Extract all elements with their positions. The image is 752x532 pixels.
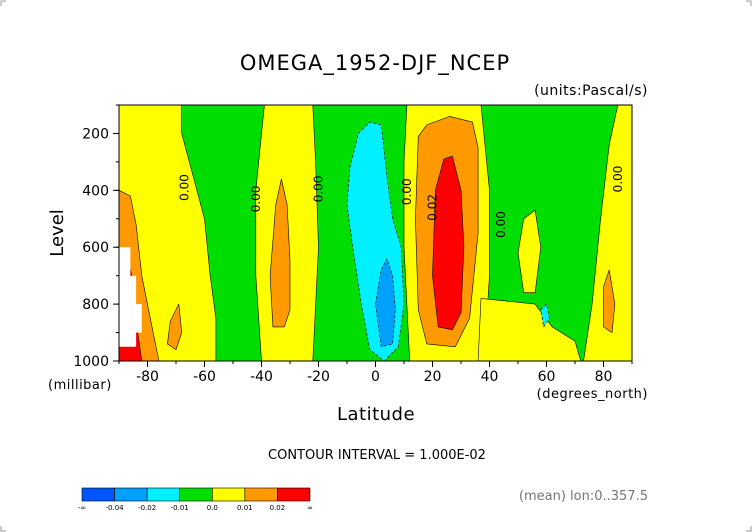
contour-label-1: 0.00 [249, 186, 263, 213]
contour-region-12 [432, 155, 465, 331]
units-label: (units:Pascal/s) [534, 83, 648, 99]
contour-fill-regions [118, 104, 633, 362]
contour-region-7 [167, 303, 182, 350]
contour-region-14 [540, 303, 550, 328]
x-tick-label-4: 0 [371, 369, 380, 385]
colorbar-swatch-2 [146, 487, 181, 502]
colorbar-swatch-4 [211, 487, 246, 502]
colorbar-label-6: 0.02 [270, 504, 286, 512]
x-axis-label: Latitude [337, 404, 415, 425]
y-tick-label-4: 1000 [73, 354, 109, 370]
colorbar-label-1: -0.04 [106, 504, 125, 512]
colorbar: -∞ -0.04 -0.02 -0.01 0.0 0.01 0.02 ∞ [78, 487, 313, 512]
x-tick-label-6: 40 [481, 369, 499, 385]
x-tick-label-7: 60 [538, 369, 556, 385]
y-axis-label: Level [47, 209, 68, 257]
x-tick-label-1: -60 [193, 369, 216, 385]
contour-label-4: 0.02 [426, 194, 440, 221]
contour-label-2: 0.00 [312, 176, 326, 203]
colorbar-label-3: -0.01 [171, 504, 189, 512]
contour-region-10 [603, 269, 616, 333]
x-unit-label: (degrees_north) [537, 387, 648, 402]
contour-label-layer: 0.00 0.00 0.00 0.00 0.02 0.00 0.00 [178, 166, 625, 238]
colorbar-label-0: -∞ [78, 504, 86, 512]
x-tick-label-3: -20 [307, 369, 330, 385]
contour-label-5: 0.00 [494, 211, 508, 238]
y-tick-label-0: 200 [82, 126, 109, 142]
x-tick-label-0: -80 [136, 369, 159, 385]
y-tick-label-1: 400 [82, 183, 109, 199]
colorbar-swatch-5 [244, 487, 278, 502]
y-tick-label-3: 800 [82, 297, 109, 313]
colorbar-swatch-0 [81, 487, 115, 502]
colorbar-label-5: 0.01 [237, 504, 253, 512]
y-tick-label-2: 600 [82, 240, 109, 256]
y-unit-label: (millibar) [48, 378, 112, 393]
contour-region-8 [269, 178, 291, 328]
footer-note: (mean) lon:0..357.5 [519, 489, 648, 504]
contour-region-15 [375, 258, 396, 348]
colorbar-swatch-1 [114, 487, 148, 502]
colorbar-swatch-6 [277, 487, 311, 502]
colorbar-swatch-3 [179, 487, 213, 502]
contour-label-3: 0.00 [400, 178, 414, 205]
x-ticks: -80 -60 -40 -20 0 20 40 60 80 [118, 361, 633, 385]
contour-label-0: 0.00 [178, 174, 192, 201]
plot-area: 0.00 0.00 0.00 0.00 0.02 0.00 0.00 -80 -60 -40 -2… [73, 104, 633, 385]
contour-label-6: 0.00 [611, 166, 625, 193]
x-tick-label-2: -40 [250, 369, 273, 385]
contour-region-4 [517, 209, 542, 294]
colorbar-label-2: -0.02 [138, 504, 156, 512]
y-ticks: 200 400 600 800 1000 [73, 104, 119, 370]
colorbar-label-7: ∞ [307, 504, 313, 512]
x-tick-label-8: 80 [595, 369, 613, 385]
chart-title: OMEGA_1952-DJF_NCEP [240, 51, 510, 76]
colorbar-label-4: 0.0 [207, 504, 218, 512]
contour-interval-text: CONTOUR INTERVAL = 1.000E-02 [268, 448, 486, 463]
contour-region-16 [119, 247, 142, 347]
x-tick-label-5: 20 [424, 369, 442, 385]
